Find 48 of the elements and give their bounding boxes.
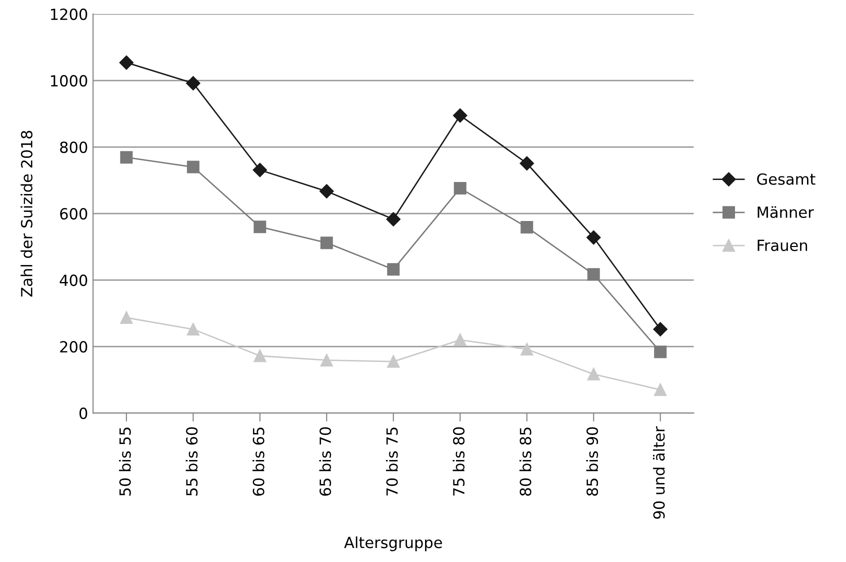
point	[520, 342, 534, 356]
x-tick-label: 70 bis 75	[386, 428, 398, 496]
x-tick-label: 60 bis 65	[252, 428, 264, 496]
legend-label: Frauen	[758, 240, 808, 252]
point	[386, 212, 400, 226]
point	[120, 151, 133, 164]
y-tick-label: 1200	[50, 8, 88, 20]
y-axis-title: Zahl der Suizide 2018	[20, 130, 32, 297]
point	[120, 311, 133, 324]
point	[454, 182, 466, 195]
y-tick-label: 600	[60, 208, 88, 220]
point	[252, 162, 267, 178]
x-tick-label: 55 bis 60	[186, 427, 198, 496]
point	[119, 56, 134, 70]
x-tick-label: 75 bis 80	[452, 427, 465, 496]
point	[254, 350, 266, 362]
point	[320, 354, 333, 366]
point	[453, 108, 468, 123]
x-axis-title: Altersgruppe	[344, 536, 442, 552]
legend-label: Männer	[758, 206, 814, 218]
point	[387, 263, 400, 276]
point	[654, 346, 667, 358]
point	[654, 384, 667, 396]
y-tick-label: 1000	[50, 75, 88, 87]
point	[520, 156, 534, 170]
x-tick-label: 85 bis 90	[586, 427, 598, 496]
point	[320, 184, 334, 198]
y-tick-label: 400	[60, 274, 88, 286]
point	[186, 323, 200, 336]
point	[586, 230, 601, 245]
y-tick-label: 0	[79, 408, 88, 420]
point	[254, 220, 266, 234]
point	[520, 220, 534, 234]
point	[320, 236, 333, 250]
point	[387, 355, 400, 368]
point	[587, 368, 600, 380]
x-tick-label: 65 bis 70	[319, 427, 332, 496]
point	[186, 76, 200, 90]
legend-label: Gesamt	[757, 173, 816, 185]
point	[653, 322, 668, 336]
x-tick-label: 80 bis 85	[519, 428, 532, 496]
x-tick-label: 90 und älter	[652, 426, 665, 519]
point	[186, 160, 200, 174]
y-tick-label: 800	[60, 142, 88, 154]
point	[454, 334, 466, 346]
x-tick-label: 50 bis 55	[119, 428, 131, 496]
y-tick-label: 200	[60, 341, 88, 353]
point	[587, 268, 600, 281]
